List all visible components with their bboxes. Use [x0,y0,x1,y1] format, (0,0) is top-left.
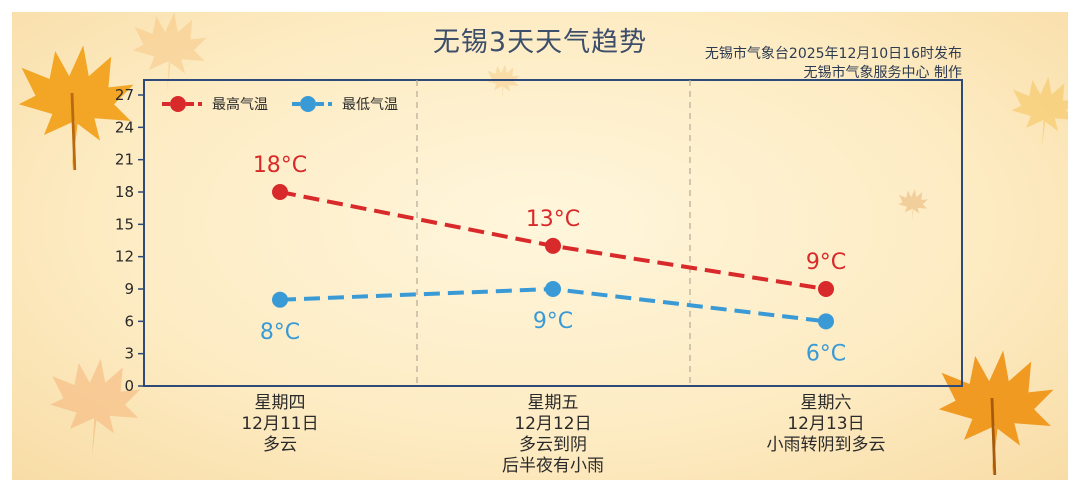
data-labels: 18°C 13°C 9°C 8°C 9°C 6°C [253,153,846,366]
maple-leaf-icon [938,350,1054,476]
x-label-weather: 小雨转阴到多云 [766,435,886,455]
maple-leaf-icon [132,12,207,93]
chart-title: 无锡3天天气趋势 [432,27,648,58]
x-label-weather: 后半夜有小雨 [502,456,604,476]
high-temp-point [272,184,288,200]
series-points [272,184,834,330]
low-temp-point [818,313,834,330]
publish-info: 无锡市气象台2025年12月10日16时发布 [704,46,962,62]
low-temp-label: 6°C [806,341,846,366]
x-label-date: 12月11日 [241,414,319,434]
y-tick-label: 9 [124,280,134,298]
high-temp-label: 18°C [253,153,307,178]
maple-leaf-icon [18,45,134,171]
y-tick-label: 6 [124,312,134,330]
producer-info: 无锡市气象服务中心 制作 [803,65,962,81]
x-label-date: 12月12日 [514,414,592,434]
high-legend-marker [170,96,186,112]
x-label-weather: 多云到阴 [519,435,587,455]
x-label-weekday: 星期五 [527,393,579,413]
x-category-label: 星期四 12月11日 多云 [180,393,380,456]
maple-leaf-icon [50,358,141,457]
maple-leaf-icon [898,189,928,222]
x-category-label: 星期五 12月12日 多云到阴 后半夜有小雨 [453,393,653,477]
high-temp-point [545,237,561,254]
y-axis: 0 3 6 9 12 15 18 21 24 27 [115,86,144,395]
high-temp-label: 9°C [806,250,846,275]
maple-leaf-icon [1011,76,1068,148]
y-tick-label: 12 [115,248,134,266]
x-label-weekday: 星期六 [800,393,852,413]
day-separators [416,80,691,386]
autumn-leaves-background [12,12,1068,480]
x-category-label: 星期六 12月13日 小雨转阴到多云 [726,393,926,456]
x-label-weekday: 星期四 [254,393,306,413]
low-legend-marker [300,96,316,112]
low-temp-point [545,281,561,297]
low-temp-label: 9°C [533,309,573,334]
y-tick-label: 27 [115,86,134,104]
high-temp-label: 13°C [526,207,580,232]
legend: 最高气温 最低气温 [162,96,398,113]
x-label-weather: 多云 [263,435,297,455]
y-tick-label: 21 [115,151,134,169]
y-tick-label: 0 [124,377,134,395]
y-tick-label: 3 [124,345,134,363]
maple-leaf-icon [486,64,520,100]
high-temp-point [818,281,834,297]
x-label-date: 12月13日 [787,414,865,434]
high-legend-label: 最高气温 [212,96,268,113]
low-temp-label: 8°C [260,320,300,345]
y-tick-label: 24 [115,118,134,136]
plot-area [143,79,963,387]
y-tick-label: 15 [115,215,134,233]
low-legend-label: 最低气温 [342,97,398,113]
y-tick-label: 18 [115,183,134,201]
low-temp-point [272,291,288,308]
